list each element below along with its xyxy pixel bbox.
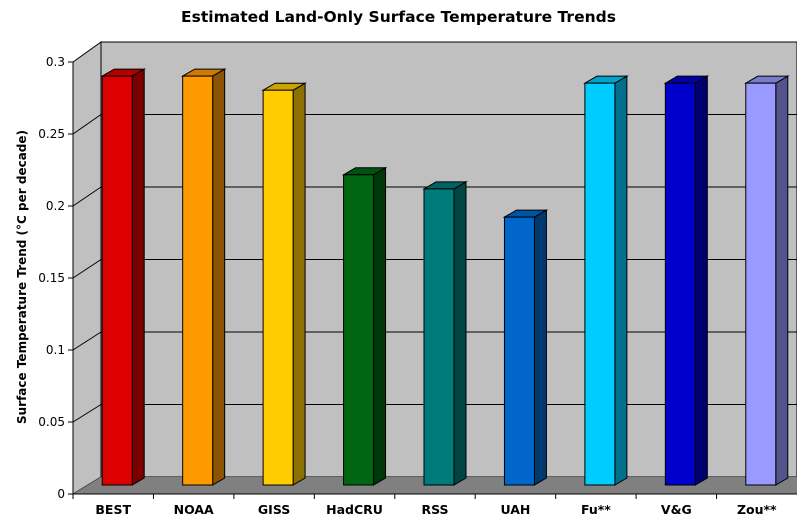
bar-side	[292, 82, 306, 486]
chart-title: Estimated Land-Only Surface Temperature …	[181, 8, 616, 26]
x-tick-label: Fu**	[581, 502, 611, 517]
bar-front	[423, 188, 455, 486]
bar-hadcru	[341, 166, 388, 486]
bar-side	[373, 166, 387, 486]
bar-giss	[261, 82, 307, 486]
bar-side	[212, 68, 226, 486]
bar-front	[664, 82, 696, 486]
bars	[100, 68, 790, 486]
plot-side-wall	[72, 41, 102, 495]
gridline-depth	[72, 331, 102, 351]
y-tick-label: 0.3	[46, 55, 65, 69]
bar-side	[533, 209, 547, 486]
x-tick-label: RSS	[421, 502, 448, 517]
bar-zou	[743, 75, 790, 486]
gridline-depth	[72, 259, 102, 279]
bar-front	[343, 174, 375, 486]
bar-noaa	[180, 68, 227, 486]
y-tick-label: 0.2	[46, 199, 65, 213]
bar-front	[584, 82, 616, 486]
bar-front	[503, 216, 535, 486]
bar-best	[100, 68, 147, 486]
y-tick-label: 0.15	[38, 271, 65, 285]
y-tick-label: 0.25	[38, 127, 65, 141]
x-tick-label: BEST	[95, 502, 131, 517]
bar-front	[101, 75, 133, 486]
bar-fu	[583, 75, 629, 486]
gridline-depth	[72, 404, 102, 423]
x-tick-label: UAH	[500, 502, 530, 517]
x-tick-label: HadCRU	[326, 502, 383, 517]
bar-uah	[502, 209, 549, 486]
bar-side	[614, 75, 628, 486]
y-tick-label: 0.1	[46, 343, 65, 357]
y-tick-label: 0.05	[38, 415, 65, 429]
x-tick-label: V&G	[661, 502, 692, 517]
bar-front	[745, 82, 777, 486]
bar-front	[182, 75, 214, 486]
bar-side	[694, 75, 708, 486]
bar-vg	[663, 75, 710, 486]
bar-side	[775, 75, 789, 486]
y-tick-label: 0	[57, 487, 65, 501]
x-axis-ticks: BEST NOAA GISS HadCRU RSS UAH Fu** V&G Zou**	[72, 494, 777, 517]
gridline-depth	[72, 186, 102, 207]
x-tick-label: GISS	[258, 502, 290, 517]
y-axis-label: Surface Temperature Trend (°C per decade…	[15, 130, 29, 424]
x-tick-label: Zou**	[737, 502, 777, 517]
x-tick-label: NOAA	[174, 502, 214, 517]
bar-side	[453, 181, 467, 486]
gridline-depth	[72, 114, 102, 135]
bar-rss	[422, 181, 468, 486]
bar-front	[262, 89, 294, 486]
bar-side	[131, 68, 145, 486]
y-axis-ticks: 0 0.05 0.1 0.15 0.2 0.25 0.3	[38, 55, 73, 501]
